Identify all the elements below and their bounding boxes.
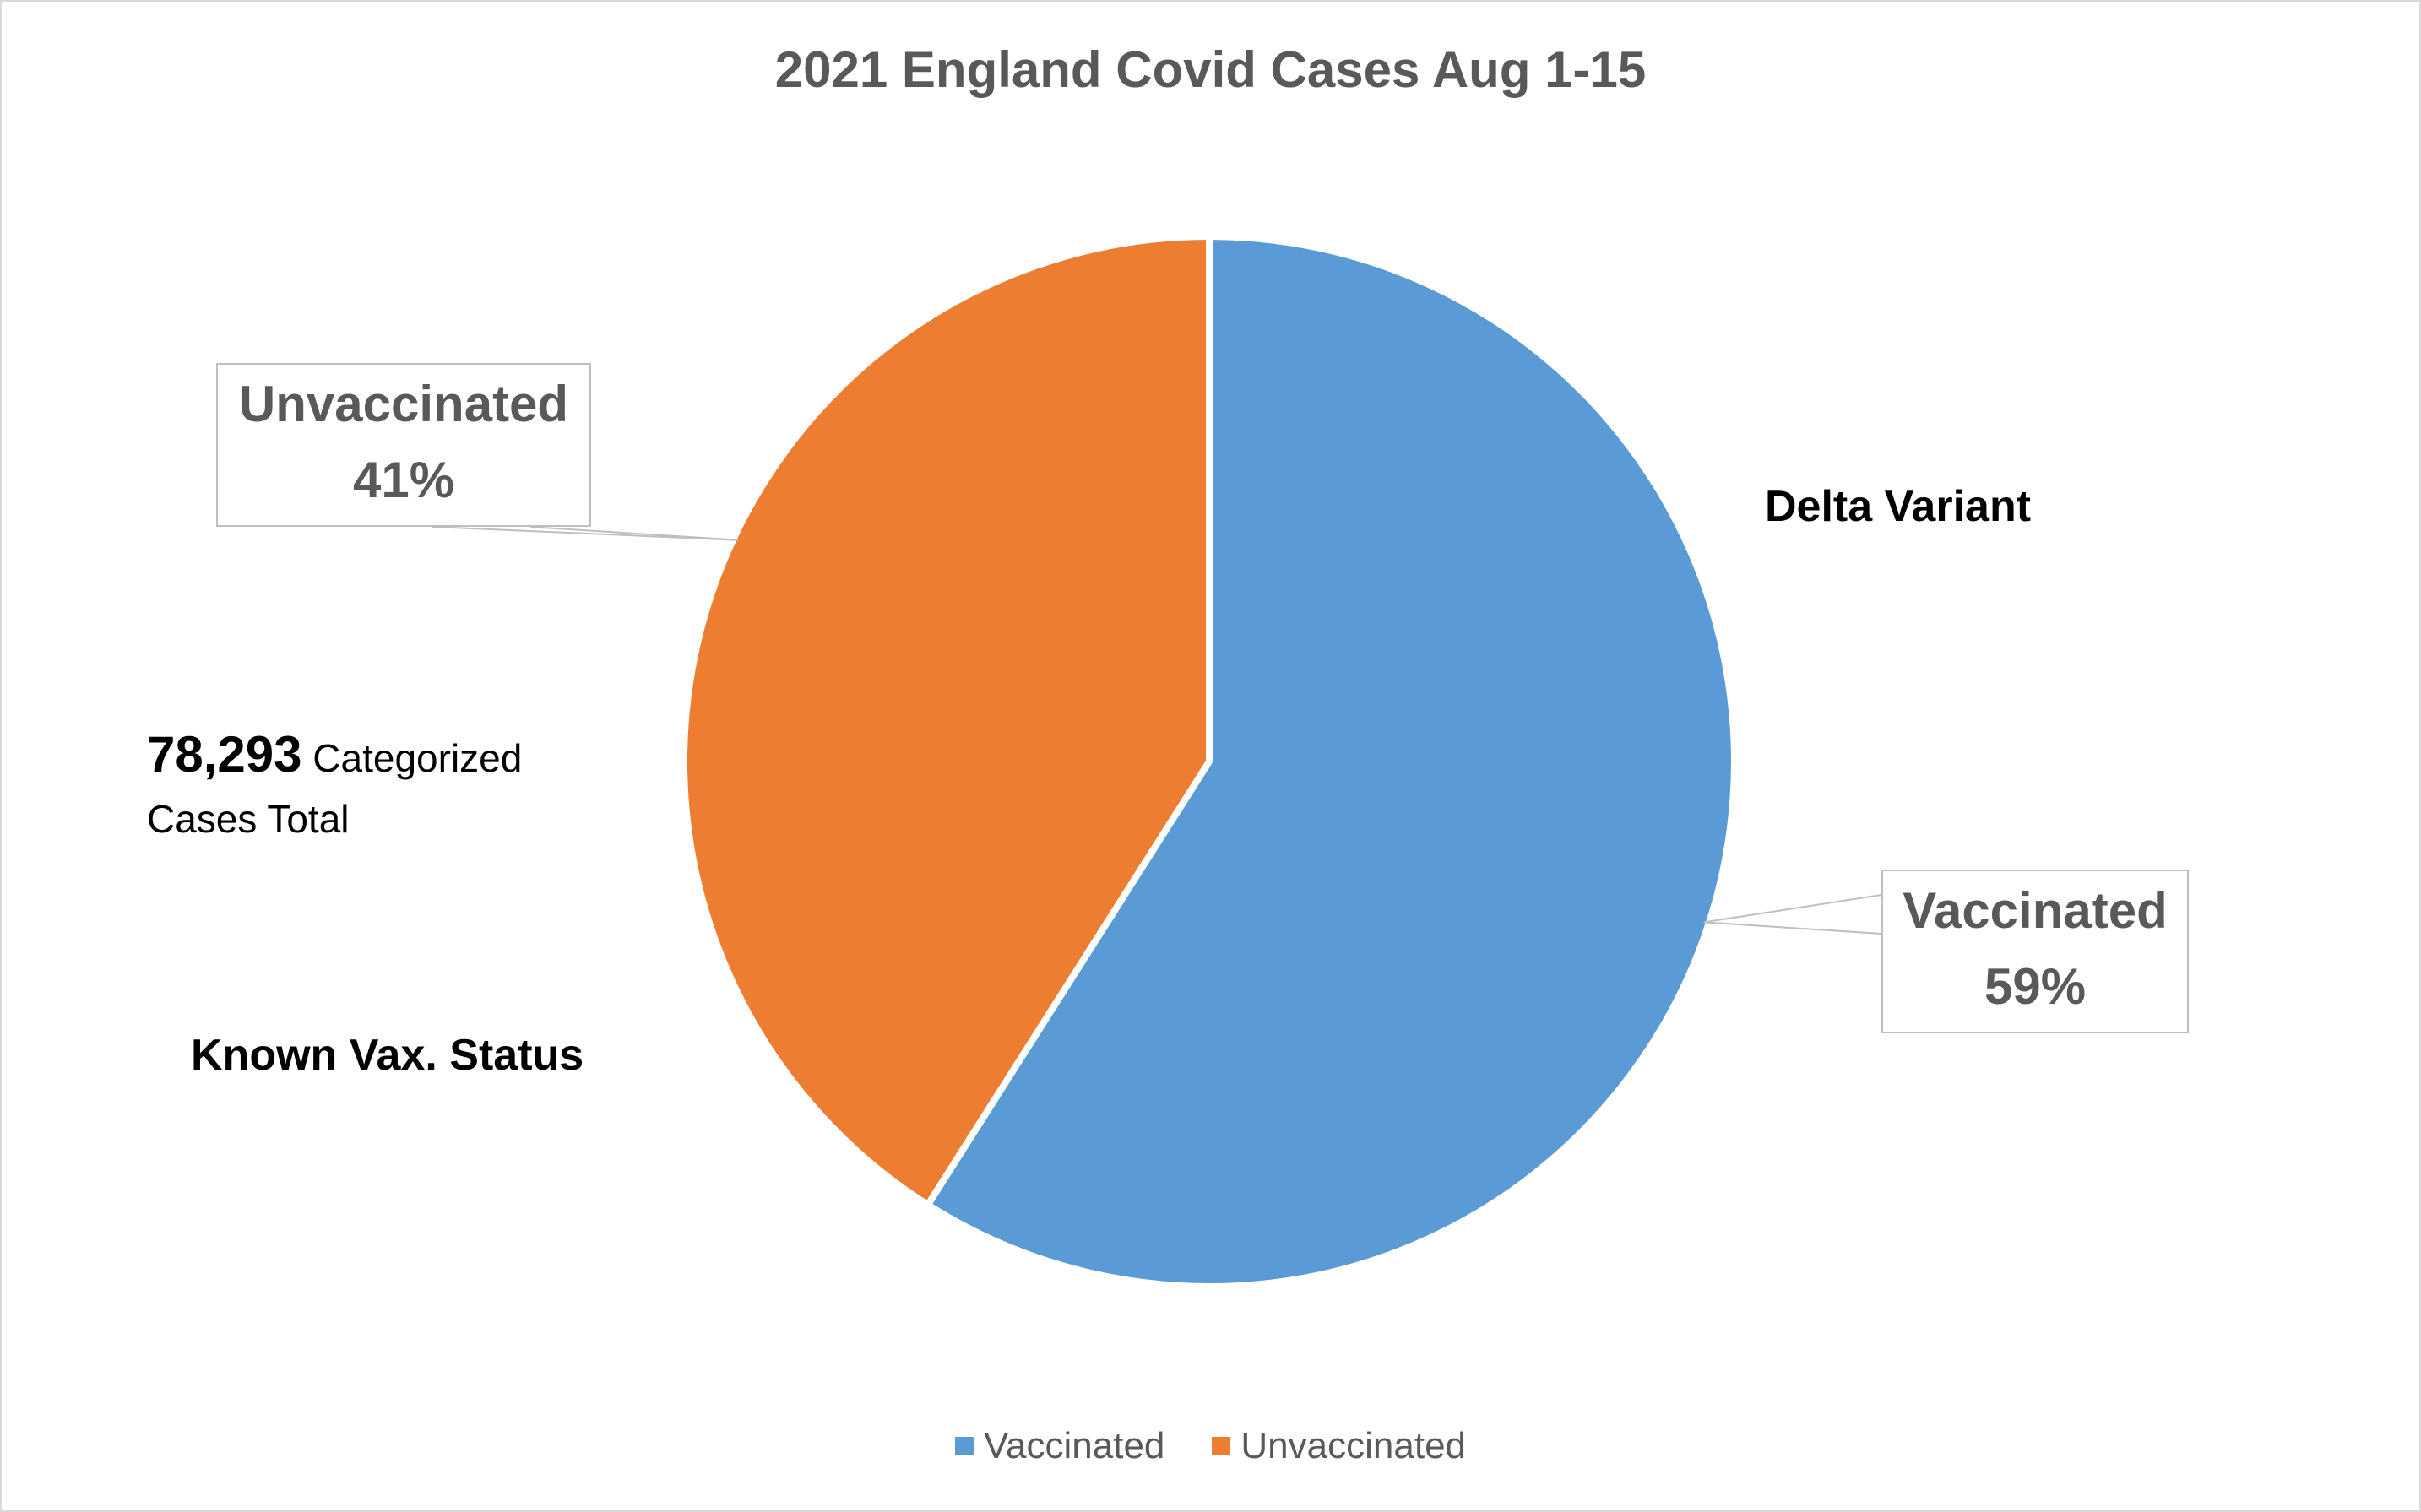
legend-item-vaccinated: Vaccinated [954,1425,1165,1467]
data-label-vaccinated-name: Vaccinated [1903,882,2168,939]
data-label-unvaccinated-name: Unvaccinated [238,376,569,432]
total-cases-text-1: Categorized [312,736,523,780]
legend-swatch-unvaccinated [1212,1437,1231,1455]
total-cases-text-2: Cases Total [147,797,350,841]
data-label-vaccinated-value: 59% [1984,958,2087,1015]
legend: Vaccinated Unvaccinated [0,1425,2421,1467]
leader-line-unvaccinated [432,526,739,541]
data-label-unvaccinated: Unvaccinated 41% [216,363,591,527]
leader-line-vaccinated [1703,894,1882,935]
annotation-known-vax-status: Known Vax. Status [191,1031,584,1080]
legend-label-unvaccinated: Unvaccinated [1240,1425,1467,1466]
total-cases-number: 78,293 [147,726,302,783]
data-label-vaccinated: Vaccinated 59% [1881,870,2189,1033]
legend-label-vaccinated: Vaccinated [983,1425,1165,1466]
chart-title: 2021 England Covid Cases Aug 1-15 [774,41,1647,98]
pie-slice-unvaccinated [681,233,1213,1209]
legend-item-unvaccinated: Unvaccinated [1212,1425,1466,1467]
data-label-unvaccinated-value: 41% [352,452,455,508]
annotation-total-cases: 78,293 Categorized Cases Total [147,724,522,849]
annotation-delta-variant: Delta Variant [1765,482,2032,531]
legend-swatch-vaccinated [954,1437,974,1455]
pie-slice-vaccinated [924,233,1739,1290]
